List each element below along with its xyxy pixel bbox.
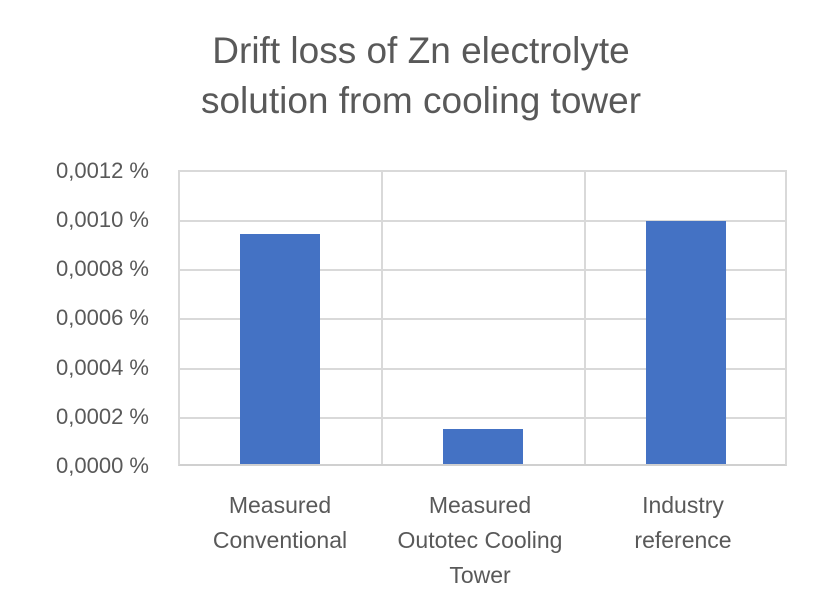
gridline: [180, 318, 785, 320]
x-label-line: reference: [634, 527, 732, 553]
y-tick-label: 0,0004 %: [56, 355, 149, 380]
y-tick-label: 0,0006 %: [56, 305, 149, 330]
y-tick-label: 0,0000 %: [56, 453, 149, 478]
gridline: [180, 269, 785, 271]
gridline: [180, 417, 785, 419]
category-divider: [381, 172, 383, 464]
chart-title-line-1: Drift loss of Zn electrolyte: [212, 30, 630, 71]
x-label-line: Measured: [228, 492, 332, 518]
x-label-line: Industry: [642, 492, 724, 518]
gridline: [180, 368, 785, 370]
x-category-label: Measured Conventional: [180, 488, 380, 558]
bar-measured-outotec-cooling-tower: [443, 429, 523, 464]
bar-measured-conventional: [240, 234, 320, 464]
y-tick-label: 0,0008 %: [56, 256, 149, 281]
plot-area: [178, 170, 787, 466]
gridline: [180, 220, 785, 222]
y-tick-label: 0,0012 %: [56, 158, 149, 183]
x-category-label: Industry reference: [583, 488, 783, 558]
x-category-label: Measured Outotec Cooling Tower: [380, 488, 580, 593]
x-label-line: Conventional: [212, 527, 348, 553]
chart-title: Drift loss of Zn electrolyte solution fr…: [0, 26, 819, 126]
chart-title-line-2: solution from cooling tower: [200, 80, 642, 121]
y-tick-label: 0,0002 %: [56, 404, 149, 429]
x-label-line: Outotec Cooling: [397, 527, 563, 553]
y-tick-label: 0,0010 %: [56, 207, 149, 232]
bar-industry-reference: [646, 220, 726, 464]
x-label-line: Measured: [428, 492, 532, 518]
category-divider: [584, 172, 586, 464]
x-label-line: Tower: [449, 562, 511, 588]
